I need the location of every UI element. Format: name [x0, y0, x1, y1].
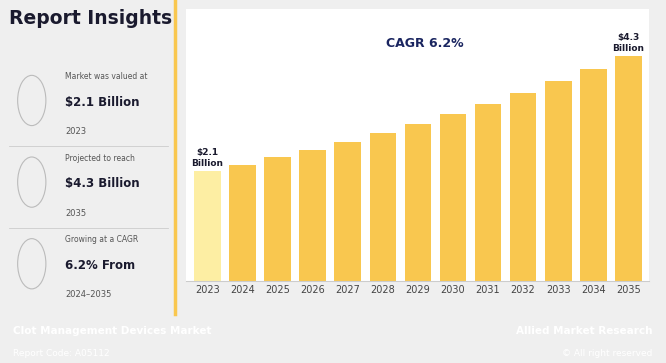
Text: 6.2% From: 6.2% From [65, 259, 135, 272]
Text: 2024–2035: 2024–2035 [65, 290, 112, 299]
Bar [404, 124, 432, 281]
Bar [615, 56, 641, 281]
Bar [264, 157, 291, 281]
Text: Market was valued at: Market was valued at [65, 72, 148, 81]
Text: Report Code: A05112: Report Code: A05112 [13, 349, 110, 358]
Bar [300, 150, 326, 281]
Text: Clot Management Devices Market: Clot Management Devices Market [13, 326, 212, 336]
Text: 2023: 2023 [65, 127, 87, 136]
Bar [229, 164, 256, 281]
Text: Projected to reach: Projected to reach [65, 154, 135, 163]
Text: Report Insights: Report Insights [9, 9, 172, 28]
Text: © All right reserved: © All right reserved [562, 349, 653, 358]
Bar [475, 104, 501, 281]
Text: $2.1
Billion: $2.1 Billion [192, 148, 224, 168]
Bar [440, 114, 466, 281]
Bar [545, 81, 571, 281]
Text: $4.3 Billion: $4.3 Billion [65, 178, 140, 191]
Bar [334, 142, 361, 281]
Text: CAGR 6.2%: CAGR 6.2% [386, 37, 464, 50]
Bar [370, 133, 396, 281]
Text: Allied Market Research: Allied Market Research [516, 326, 653, 336]
Text: $2.1 Billion: $2.1 Billion [65, 96, 140, 109]
Bar [580, 69, 607, 281]
Text: $4.3
Billion: $4.3 Billion [612, 33, 644, 53]
Bar [509, 93, 536, 281]
Text: 2035: 2035 [65, 209, 87, 218]
Text: Growing at a CAGR: Growing at a CAGR [65, 236, 139, 245]
Bar [194, 171, 221, 281]
